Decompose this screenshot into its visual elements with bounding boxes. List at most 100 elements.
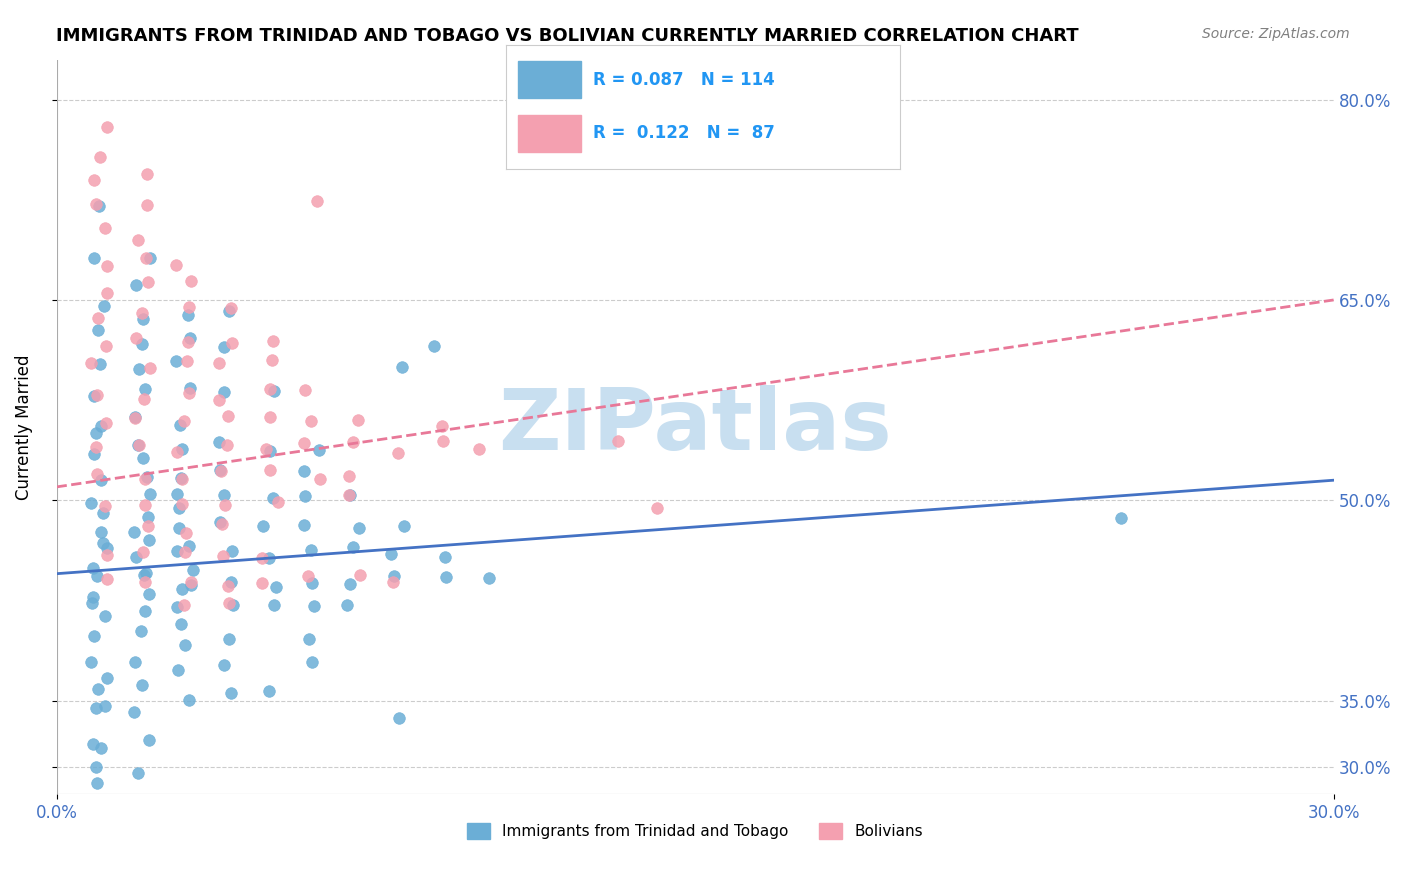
- Point: [83, 629, 105, 643]
- Point: [339, 576, 361, 591]
- Point: [179, 385, 201, 400]
- Point: [174, 638, 197, 652]
- Point: [208, 355, 231, 369]
- Point: [136, 198, 159, 212]
- Point: [86, 776, 108, 790]
- Point: [423, 339, 446, 353]
- Point: [176, 354, 198, 368]
- Point: [131, 312, 153, 326]
- Point: [342, 541, 364, 555]
- Point: [125, 278, 148, 293]
- Point: [294, 489, 316, 503]
- Point: [170, 471, 193, 485]
- Point: [381, 574, 404, 589]
- Point: [262, 334, 284, 348]
- Point: [93, 299, 115, 313]
- Point: [136, 275, 159, 289]
- Point: [218, 596, 240, 610]
- Point: [132, 451, 155, 466]
- Point: [218, 632, 240, 647]
- Point: [263, 598, 285, 612]
- Point: [294, 383, 316, 397]
- Point: [124, 331, 146, 345]
- Point: [177, 309, 200, 323]
- Point: [252, 576, 274, 591]
- Point: [96, 120, 118, 135]
- Point: [309, 472, 332, 486]
- Point: [301, 575, 323, 590]
- Point: [124, 409, 146, 424]
- Point: [169, 616, 191, 631]
- Point: [478, 571, 501, 585]
- Point: [349, 568, 371, 582]
- Point: [221, 543, 243, 558]
- Point: [131, 337, 153, 351]
- Point: [84, 700, 107, 714]
- Point: [382, 569, 405, 583]
- Point: [165, 354, 187, 368]
- Point: [127, 233, 149, 247]
- Point: [177, 334, 200, 349]
- Point: [174, 526, 197, 541]
- Point: [82, 591, 104, 605]
- Point: [214, 499, 236, 513]
- Point: [181, 564, 204, 578]
- Point: [96, 541, 118, 556]
- Point: [128, 438, 150, 452]
- Point: [339, 488, 361, 502]
- Point: [308, 442, 330, 457]
- Point: [84, 440, 107, 454]
- Point: [87, 322, 110, 336]
- Point: [219, 685, 242, 699]
- Point: [83, 252, 105, 266]
- Point: [305, 194, 328, 208]
- Point: [179, 381, 201, 395]
- Point: [136, 167, 159, 181]
- Point: [212, 384, 235, 399]
- Point: [136, 519, 159, 533]
- Point: [132, 392, 155, 407]
- Point: [219, 575, 242, 590]
- Point: [212, 658, 235, 673]
- Point: [434, 570, 457, 584]
- Point: [297, 568, 319, 582]
- Point: [89, 357, 111, 371]
- Point: [96, 285, 118, 300]
- FancyBboxPatch shape: [517, 114, 581, 152]
- Point: [131, 678, 153, 692]
- Point: [304, 599, 326, 614]
- Point: [124, 655, 146, 669]
- Point: [337, 469, 360, 483]
- Point: [292, 465, 315, 479]
- Point: [217, 409, 239, 423]
- Point: [80, 356, 103, 370]
- Point: [173, 598, 195, 612]
- Point: [209, 463, 232, 477]
- Point: [169, 418, 191, 433]
- Text: R =  0.122   N =  87: R = 0.122 N = 87: [593, 124, 775, 142]
- Legend: Immigrants from Trinidad and Tobago, Bolivians: Immigrants from Trinidad and Tobago, Bol…: [461, 817, 929, 845]
- Point: [170, 582, 193, 596]
- Point: [167, 501, 190, 516]
- Point: [342, 435, 364, 450]
- Point: [84, 760, 107, 774]
- Point: [208, 515, 231, 529]
- Point: [250, 551, 273, 566]
- Text: R = 0.087   N = 114: R = 0.087 N = 114: [593, 70, 775, 88]
- Point: [138, 510, 160, 524]
- Point: [83, 389, 105, 403]
- Point: [134, 472, 156, 486]
- Point: [134, 498, 156, 512]
- Point: [217, 579, 239, 593]
- Point: [685, 145, 707, 160]
- Point: [90, 473, 112, 487]
- Point: [94, 221, 117, 235]
- Point: [380, 547, 402, 561]
- Text: ZIPatlas: ZIPatlas: [498, 385, 891, 468]
- Point: [299, 414, 322, 428]
- Point: [179, 300, 201, 314]
- Point: [180, 578, 202, 592]
- Point: [96, 548, 118, 562]
- Point: [221, 301, 243, 316]
- Point: [259, 463, 281, 477]
